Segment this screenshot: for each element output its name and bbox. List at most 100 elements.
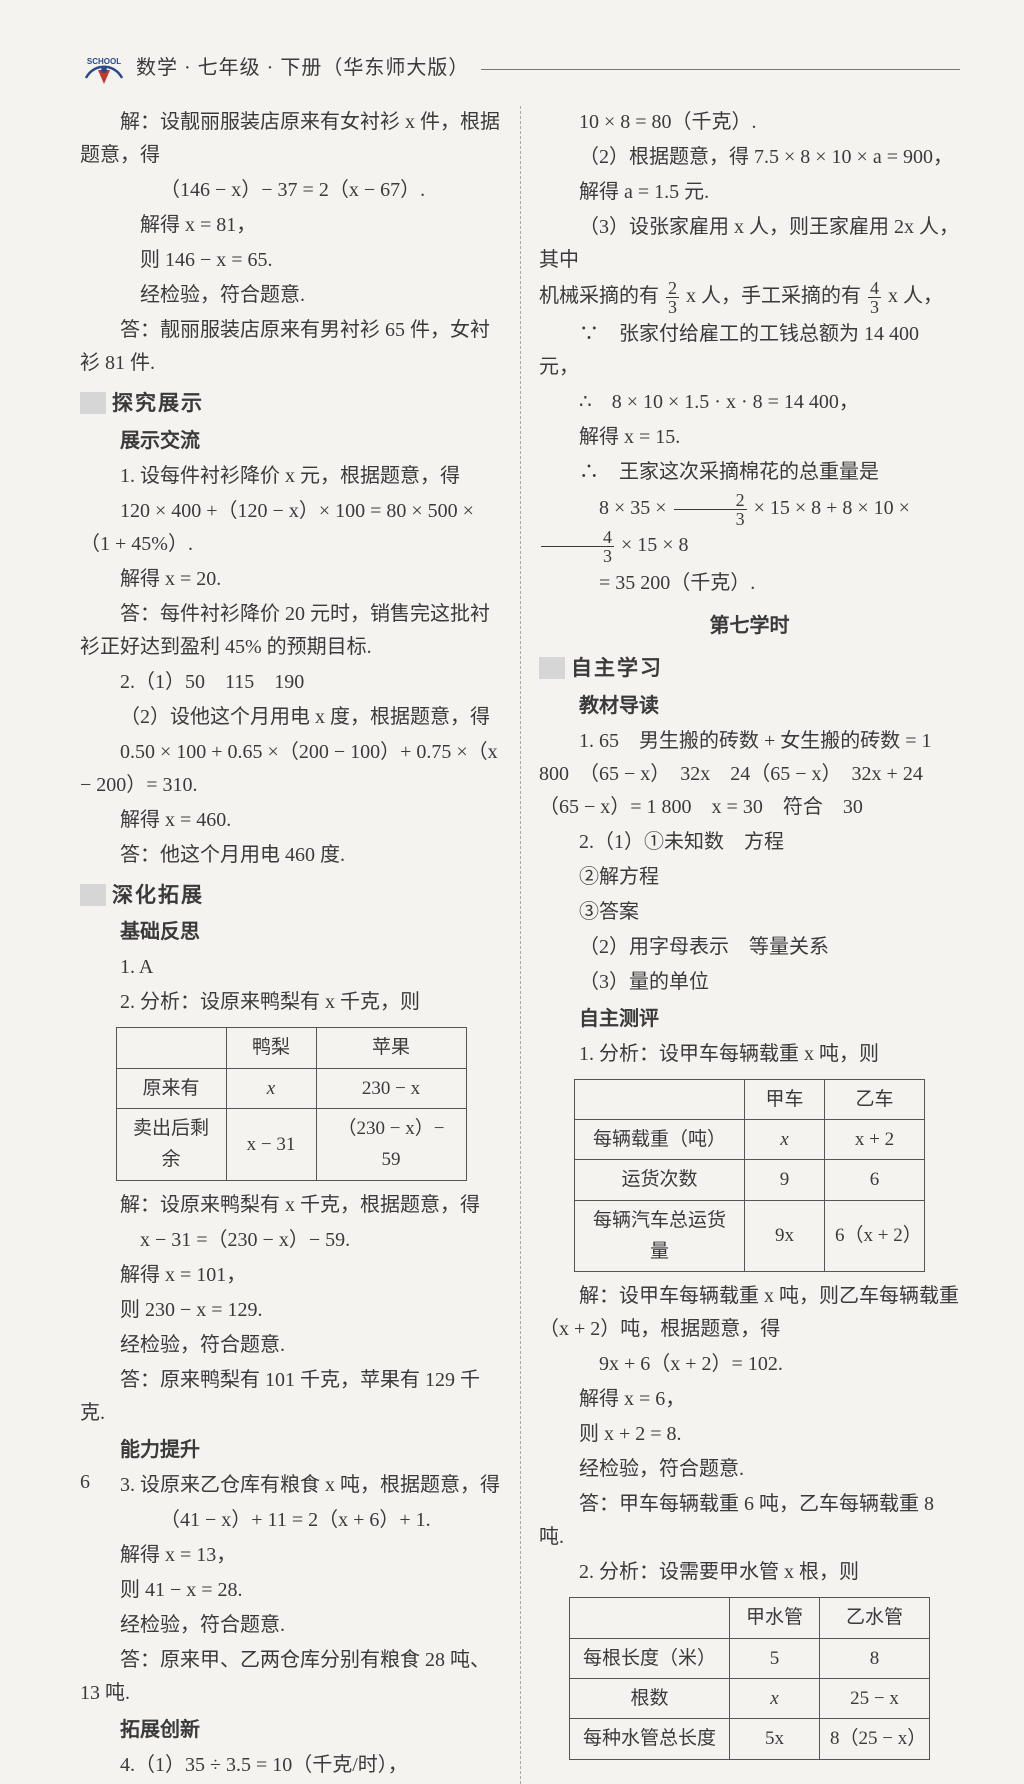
text-line: （146 − x）− 37 = 2（x − 67）. <box>80 174 502 207</box>
fraction-icon: 23 <box>674 491 747 528</box>
text-line: 1. 分析：设甲车每辆载重 x 吨，则 <box>539 1038 960 1071</box>
text-line: 8 × 35 × 23 × 15 × 8 + 8 × 10 × 43 × 15 … <box>539 491 960 565</box>
text-span: x 人， <box>888 285 943 307</box>
left-column: 解：设靓丽服装店原来有女衬衫 x 件，根据题意，得 （146 − x）− 37 … <box>80 106 520 1784</box>
sub-heading: 拓展创新 <box>80 1714 502 1747</box>
text-line: 解得 x = 15. <box>539 421 960 454</box>
table-cell: x − 31 <box>226 1108 316 1180</box>
section-title: 深化拓展 <box>112 878 204 913</box>
table-cell: x <box>745 1119 825 1159</box>
text-line: 答：原来鸭梨有 101 千克，苹果有 129 千克. <box>80 1364 502 1430</box>
table-row: 甲水管 乙水管 <box>570 1598 930 1638</box>
table-cell: 5x <box>730 1719 820 1759</box>
section-heading: 深化拓展 <box>80 878 502 913</box>
table-cell <box>570 1598 730 1638</box>
table-cell: x <box>730 1679 820 1719</box>
text-line: 2. 分析：设原来鸭梨有 x 千克，则 <box>80 986 502 1019</box>
page-number: 6 <box>80 1466 90 1499</box>
fraction-icon: 43 <box>868 279 881 316</box>
table-cell: 6 <box>825 1160 925 1200</box>
text-line: 答：靓丽服装店原来有男衬衫 65 件，女衬衫 81 件. <box>80 314 502 380</box>
text-span: × 15 × 8 + 8 × 10 × <box>754 497 910 519</box>
sub-heading: 基础反思 <box>80 916 502 949</box>
table-cell: x <box>226 1068 316 1108</box>
table-cell: 6（x + 2） <box>825 1200 925 1272</box>
text-line: 答：原来甲、乙两仓库分别有粮食 28 吨、13 吨. <box>80 1644 502 1710</box>
text-line: ②解方程 <box>539 861 960 894</box>
text-span: x 人，手工采摘的有 <box>686 285 861 307</box>
school-logo-icon: SCHOOL <box>80 48 128 88</box>
frac-num: 4 <box>541 528 614 547</box>
table-cell: 运货次数 <box>575 1160 745 1200</box>
page-header: SCHOOL 数学 · 七年级 · 下册（华东师大版） <box>80 48 960 88</box>
frac-den: 3 <box>674 510 747 528</box>
text-line: 3. 设原来乙仓库有粮食 x 吨，根据题意，得 <box>80 1469 502 1502</box>
text-line: 经检验，符合题意. <box>539 1453 960 1486</box>
pear-apple-table: 鸭梨 苹果 原来有 x 230 − x 卖出后剩余 x − 31 （230 − … <box>116 1027 467 1180</box>
header-subject: 数学 · 七年级 · 下册（华东师大版） <box>136 52 469 85</box>
table-cell: 230 − x <box>316 1068 466 1108</box>
text-line: 机械采摘的有 23 x 人，手工采摘的有 43 x 人， <box>539 279 960 316</box>
text-line: 则 146 − x = 65. <box>80 244 502 277</box>
table-cell: x + 2 <box>825 1119 925 1159</box>
frac-den: 3 <box>541 547 614 565</box>
table-cell: 每辆汽车总运货量 <box>575 1200 745 1272</box>
fraction-icon: 23 <box>666 279 679 316</box>
lesson-title: 第七学时 <box>539 610 960 643</box>
text-line: 解得 x = 13， <box>80 1539 502 1572</box>
text-line: 2.（1）①未知数 方程 <box>539 826 960 859</box>
table-cell: 原来有 <box>116 1068 226 1108</box>
text-line: （2）设他这个月用电 x 度，根据题意，得 <box>80 701 502 734</box>
fraction-icon: 43 <box>541 528 614 565</box>
text-line: x − 31 =（230 − x）− 59. <box>80 1224 502 1257</box>
text-line: 解得 x = 81， <box>80 209 502 242</box>
table-cell: 每辆载重（吨） <box>575 1119 745 1159</box>
right-column: 10 × 8 = 80（千克）. （2）根据题意，得 7.5 × 8 × 10 … <box>520 106 960 1784</box>
table-row: 甲车 乙车 <box>575 1079 925 1119</box>
text-line: 答：甲车每辆载重 6 吨，乙车每辆载重 8 吨. <box>539 1488 960 1554</box>
text-line: 2. 分析：设需要甲水管 x 根，则 <box>539 1556 960 1589</box>
cell-value: x <box>780 1129 788 1150</box>
frac-num: 4 <box>868 279 881 298</box>
sub-heading: 教材导读 <box>539 690 960 723</box>
table-cell: 25 − x <box>820 1679 930 1719</box>
text-line: 解：设靓丽服装店原来有女衬衫 x 件，根据题意，得 <box>80 106 502 172</box>
cell-value: x <box>770 1688 778 1709</box>
table-cell: 鸭梨 <box>226 1028 316 1068</box>
table-row: 每根长度（米） 5 8 <box>570 1638 930 1678</box>
text-line: 10 × 8 = 80（千克）. <box>539 106 960 139</box>
table-cell: 根数 <box>570 1679 730 1719</box>
text-line: 经检验，符合题意. <box>80 1329 502 1362</box>
sub-heading: 展示交流 <box>80 425 502 458</box>
table-cell <box>116 1028 226 1068</box>
text-line: ∴ 8 × 10 × 1.5 · x · 8 = 14 400， <box>539 386 960 419</box>
text-line: 答：每件衬衫降价 20 元时，销售完这批衬衫正好达到盈利 45% 的预期目标. <box>80 598 502 664</box>
table-cell: 甲水管 <box>730 1598 820 1638</box>
frac-den: 3 <box>868 298 881 316</box>
text-line: 解：设原来鸭梨有 x 千克，根据题意，得 <box>80 1189 502 1222</box>
text-line: 120 × 400 +（120 − x）× 100 = 80 × 500 ×（1… <box>80 495 502 561</box>
pipe-table: 甲水管 乙水管 每根长度（米） 5 8 根数 x 25 − x 每种水管总长度 … <box>569 1597 930 1759</box>
text-line: （41 − x）+ 11 = 2（x + 6）+ 1. <box>80 1504 502 1537</box>
text-line: 1. 65 男生搬的砖数 + 女生搬的砖数 = 1 800 （65 − x） 3… <box>539 725 960 824</box>
text-line: 则 41 − x = 28. <box>80 1574 502 1607</box>
text-line: （2）根据题意，得 7.5 × 8 × 10 × a = 900， <box>539 141 960 174</box>
table-cell: 每种水管总长度 <box>570 1719 730 1759</box>
frac-num: 2 <box>674 491 747 510</box>
text-line: 1. 设每件衬衫降价 x 元，根据题意，得 <box>80 460 502 493</box>
text-line: 4.（1）35 ÷ 3.5 = 10（千克/时）， <box>80 1749 502 1782</box>
text-line: 9x + 6（x + 2）= 102. <box>539 1348 960 1381</box>
table-cell: 苹果 <box>316 1028 466 1068</box>
table-row: 鸭梨 苹果 <box>116 1028 466 1068</box>
text-line: 解得 x = 101， <box>80 1259 502 1292</box>
table-row: 每辆汽车总运货量 9x 6（x + 2） <box>575 1200 925 1272</box>
table-row: 每种水管总长度 5x 8（25 − x） <box>570 1719 930 1759</box>
table-row: 运货次数 9 6 <box>575 1160 925 1200</box>
text-span: × 15 × 8 <box>621 534 689 556</box>
table-cell: 8（25 − x） <box>820 1719 930 1759</box>
two-column-layout: 解：设靓丽服装店原来有女衬衫 x 件，根据题意，得 （146 − x）− 37 … <box>80 106 960 1784</box>
table-cell: 甲车 <box>745 1079 825 1119</box>
text-line: 答：他这个月用电 460 度. <box>80 839 502 872</box>
section-title: 自主学习 <box>571 651 663 686</box>
table-row: 原来有 x 230 − x <box>116 1068 466 1108</box>
